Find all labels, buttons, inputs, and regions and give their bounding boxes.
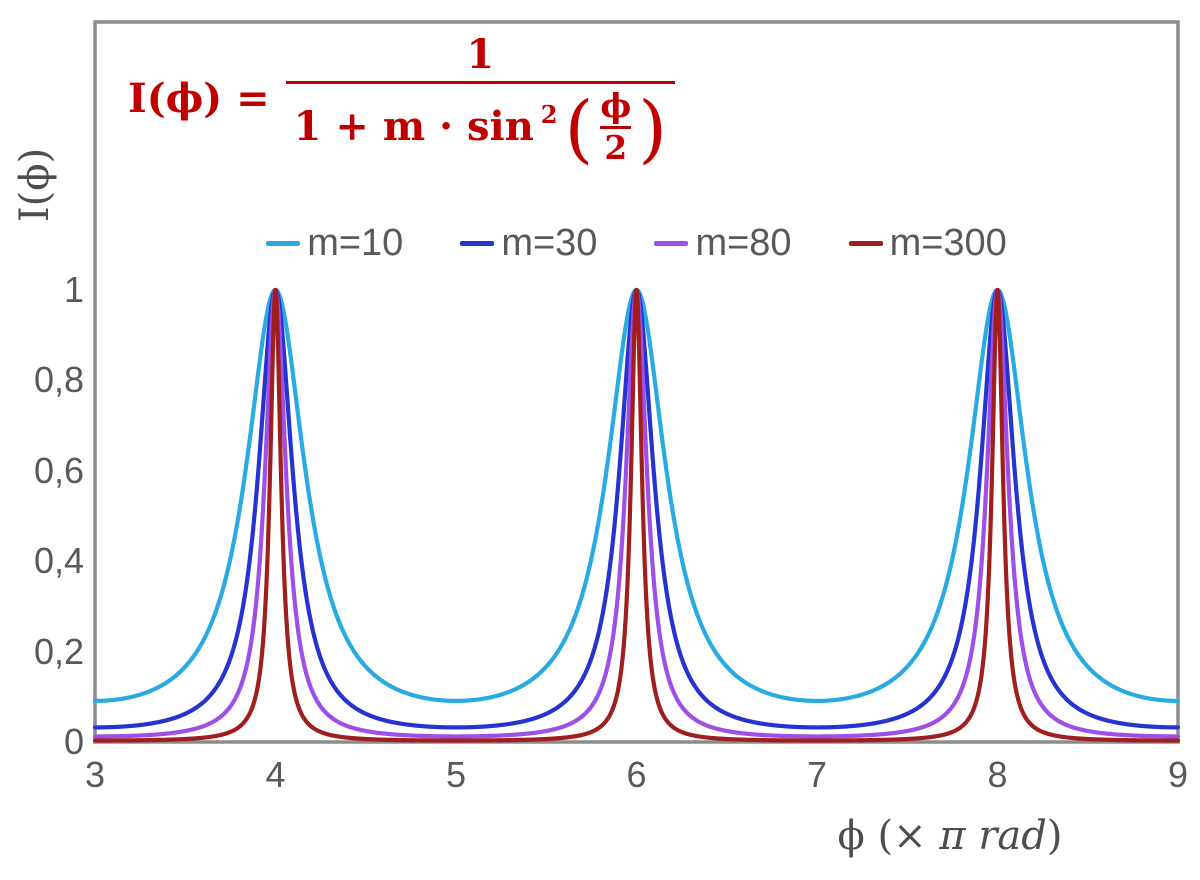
y-tick-label: 1 [63,269,84,310]
legend-swatch-m=80 [654,240,689,246]
curves-group [92,287,1181,743]
formula-inner-denominator: 2 [604,127,628,167]
legend-item-m=10: m=10 [266,224,403,262]
legend-swatch-m=300 [848,240,883,246]
x-tick-label: 6 [626,754,647,795]
x-tick-label: 3 [84,754,106,795]
formula-inner-fraction-bar [600,125,632,129]
y-axis-title: I(ϕ) [12,147,58,223]
legend-label: m=10 [307,222,404,264]
legend-item-m=80: m=80 [654,222,792,264]
x-tick-label: 4 [265,754,286,795]
legend-swatch-m=10 [266,240,301,246]
formula-fraction-bar [285,81,676,84]
x-axis-title-prefix: ϕ (× [837,813,927,859]
formula-lhs: I(ϕ) = [128,75,270,123]
x-tick-label: 7 [806,754,828,795]
legend-label: m=80 [695,222,792,264]
formula-denominator: 1 + m · sin 2 ( ϕ 2 ) [293,86,668,173]
curve-m=30 [92,287,1181,730]
curve-m=300 [92,287,1181,743]
y-tick-label: 0,4 [33,540,84,582]
formula-numerator: 1 [466,31,495,78]
y-tick-label: 0,6 [33,449,84,491]
x-tick-label: 9 [1167,754,1189,795]
legend-label: m=300 [889,222,1007,264]
x-axis-title-italic: π rad [926,813,1047,859]
legend-label: m=30 [501,222,598,264]
plot-frame [93,20,1180,744]
legend-item-m=30: m=30 [460,224,597,262]
formula-annotation: I(ϕ) = 1 1 + m · sin 2 ( ϕ 2 ) [128,31,676,173]
x-axis-title: ϕ (× π rad) [795,813,1105,859]
legend-item-m=300: m=300 [848,222,1007,264]
x-tick-label: 5 [445,754,467,795]
x-axis-title-suffix: ) [1046,813,1063,859]
formula-inner-fraction: ϕ 2 [600,86,632,167]
formula-inner-numerator: ϕ [600,86,632,125]
formula-fraction: 1 1 + m · sin 2 ( ϕ 2 ) [285,31,676,173]
formula-sin-exponent: 2 [540,99,558,129]
curve-m=80 [92,287,1181,739]
y-tick-label: 0 [63,721,84,762]
formula-denominator-text: 1 + m · sin [293,103,534,151]
x-tick-label: 8 [987,754,1008,795]
y-tick-label: 0,2 [33,630,84,672]
legend: m=10 m=30 m=80 m=300 [95,224,1178,262]
y-tick-label: 0,8 [33,359,84,401]
legend-swatch-m=30 [460,240,495,246]
